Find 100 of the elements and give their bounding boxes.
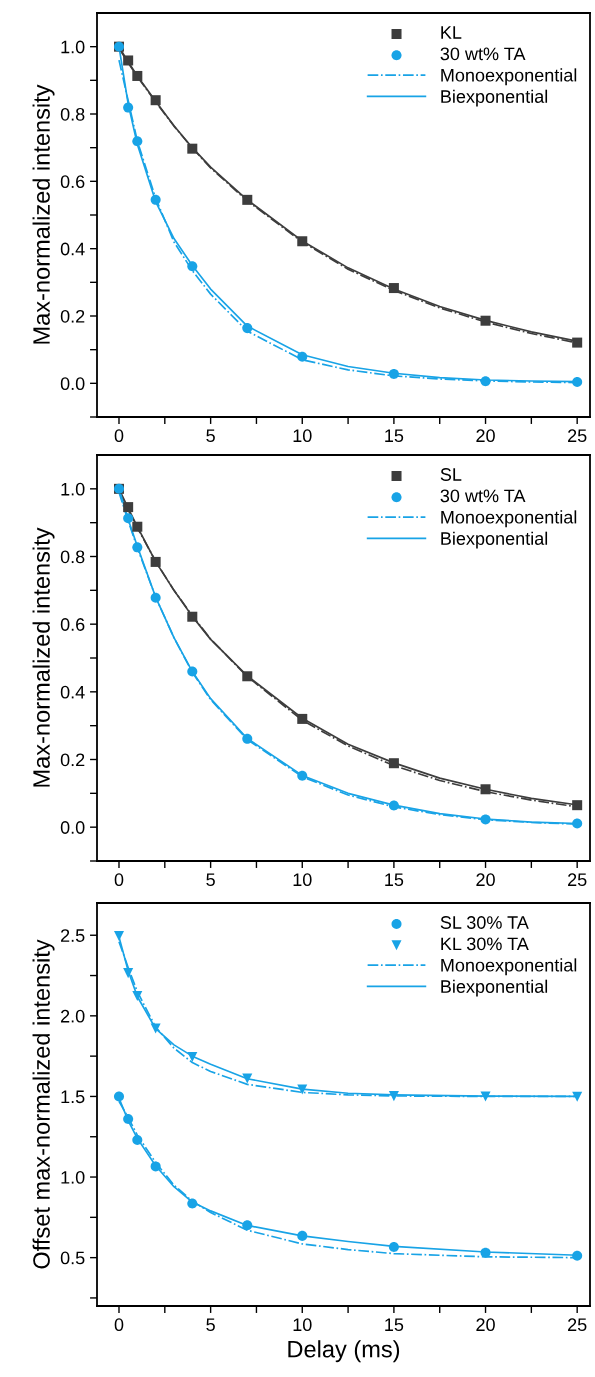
point: [242, 323, 253, 334]
point: [132, 136, 143, 147]
point: [187, 611, 198, 622]
point: [150, 556, 161, 567]
x-tick-label: 25: [568, 1318, 587, 1332]
point: [132, 70, 143, 81]
point: [297, 770, 308, 781]
y-axis-title: Max-normalized intensity: [32, 84, 55, 344]
x-tick-label: 5: [206, 873, 215, 887]
point: [388, 1241, 399, 1253]
point: [113, 1091, 124, 1102]
y-tick-label: 1.0: [61, 40, 85, 54]
x-tick-label: 25: [568, 873, 587, 887]
point: [388, 283, 399, 294]
point: [297, 351, 308, 362]
point: [113, 931, 124, 942]
point: [132, 991, 143, 1002]
text: 0.0: [60, 377, 85, 391]
y-tick-label: 0.8: [60, 550, 85, 564]
y-tick-label: 2.0: [61, 1009, 85, 1023]
legend-label: Biexponential: [441, 89, 548, 107]
point: [187, 261, 198, 272]
y-tick-label: 0.6: [60, 618, 85, 631]
x-axis-title: Delay (ms): [288, 1340, 400, 1363]
point: [123, 502, 134, 513]
point: [132, 1134, 143, 1145]
legend-label: SL: [440, 468, 462, 481]
point: [123, 102, 134, 113]
point: [187, 666, 198, 677]
point: [572, 376, 583, 387]
point: [242, 733, 253, 744]
y-tick-label: 0.6: [60, 175, 85, 189]
point: [150, 1161, 161, 1172]
point: [297, 713, 308, 724]
x-tick-label: 10: [293, 873, 312, 887]
point: [123, 968, 134, 979]
x-tick-label: 10: [293, 1318, 312, 1332]
legend-label: 30 wt% TA: [440, 489, 526, 503]
point: [150, 1023, 161, 1034]
point: [150, 95, 161, 106]
x-tick-label: 0: [114, 1318, 124, 1332]
point: [572, 337, 583, 348]
legend-label: Biexponential: [441, 979, 548, 997]
point: [480, 1091, 491, 1102]
point: [242, 1073, 253, 1084]
point: [572, 1091, 583, 1102]
point: [187, 1198, 198, 1209]
legend-label: SL 30% TA: [440, 916, 529, 929]
point: [242, 1220, 253, 1231]
point: [572, 1250, 583, 1261]
legend-label: KL 30% TA: [441, 937, 529, 951]
text: 0.0: [60, 821, 85, 834]
x-tick-label: 20: [476, 1318, 495, 1332]
x-tick-label: 20: [476, 873, 495, 887]
point: [572, 800, 583, 811]
x-tick-label: 15: [385, 1318, 404, 1332]
point: [480, 1247, 491, 1258]
legend-label: KL: [441, 26, 462, 39]
legend-label: Monoexponential: [441, 958, 577, 976]
point: [297, 1230, 308, 1241]
x-tick-label: 20: [476, 429, 495, 443]
x-tick-label: 0: [114, 873, 124, 887]
point: [388, 1091, 399, 1102]
point: [388, 368, 399, 379]
legend-label: Biexponential: [441, 531, 548, 549]
legend-label: 30 wt% TA: [440, 47, 526, 61]
point: [123, 55, 134, 66]
point: [480, 376, 491, 387]
y-tick-label: 1.0: [61, 482, 85, 496]
point: [388, 800, 399, 811]
x-tick-label: 15: [385, 429, 404, 443]
point: [242, 671, 253, 682]
point: [572, 818, 583, 829]
y-tick-label: 0.8: [60, 107, 85, 121]
x-tick-label: 15: [385, 873, 404, 887]
point: [150, 194, 161, 205]
y-tick-label: 0.5: [60, 1251, 85, 1265]
y-tick-label: 1.5: [61, 1090, 85, 1104]
x-tick-label: 10: [293, 429, 312, 443]
legend-label: Monoexponential: [441, 68, 577, 86]
x-tick-label: 5: [206, 1318, 215, 1332]
point: [297, 1084, 308, 1095]
point: [297, 236, 308, 247]
point: [123, 1114, 134, 1125]
y-tick-label: 0.4: [60, 242, 85, 256]
y-tick-label: 0.2: [60, 753, 85, 767]
y-tick-label: 1.0: [61, 1170, 85, 1184]
point: [480, 814, 491, 825]
point: [480, 784, 491, 795]
point: [480, 315, 491, 326]
point: [187, 1052, 198, 1063]
x-tick-label: 0: [114, 429, 124, 443]
legend-label: Monoexponential: [441, 510, 577, 528]
x-tick-label: 25: [568, 429, 587, 443]
point: [150, 592, 161, 603]
point: [132, 521, 143, 532]
y-tick-label: 0.2: [60, 309, 85, 323]
point: [388, 758, 399, 769]
point: [187, 143, 198, 154]
y-axis-title: Max-normalized intensity: [32, 527, 55, 787]
